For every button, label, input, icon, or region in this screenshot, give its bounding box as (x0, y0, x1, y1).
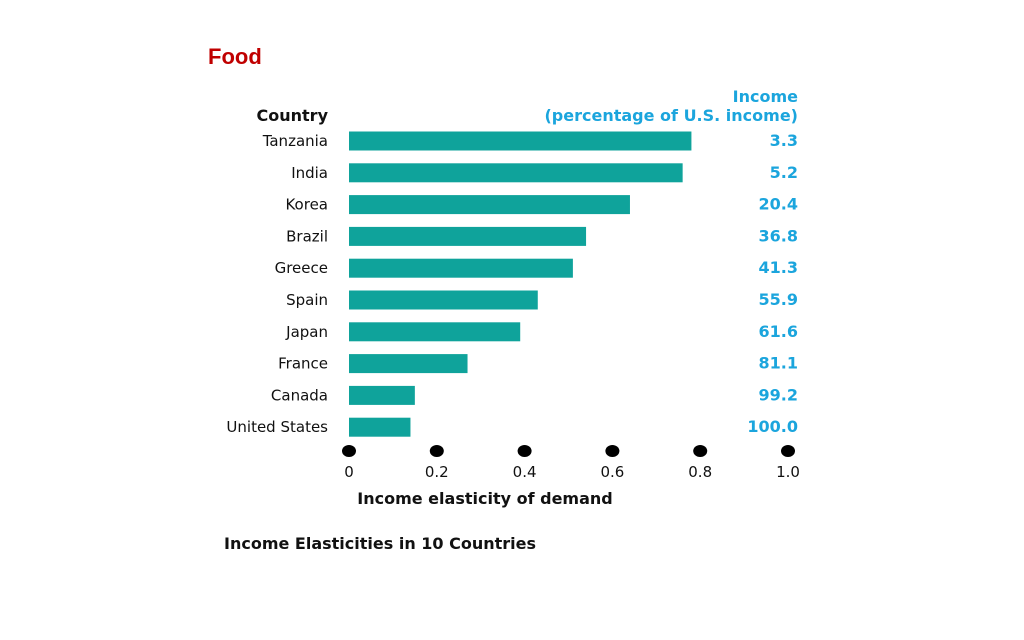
income-value: 100.0 (747, 417, 798, 436)
category-label: United States (226, 418, 328, 436)
bar (349, 163, 683, 183)
x-tick-marker (517, 445, 532, 457)
category-label: Brazil (286, 227, 328, 245)
country-column-header: Country (257, 106, 329, 125)
bar (349, 354, 468, 374)
income-value: 41.3 (759, 258, 798, 277)
x-tick-label: 0.6 (600, 463, 624, 481)
x-tick-marker (342, 445, 356, 457)
income-value: 20.4 (759, 195, 798, 214)
category-label: Korea (285, 196, 328, 214)
x-tick-label: 1.0 (776, 463, 800, 481)
bar (349, 131, 692, 151)
income-value: 81.1 (759, 354, 798, 373)
bar (349, 195, 630, 215)
category-label: India (291, 164, 328, 182)
x-tick-marker (605, 445, 620, 457)
income-value: 3.3 (770, 131, 798, 150)
category-label: Greece (275, 259, 328, 277)
category-label: Japan (285, 323, 328, 341)
category-label: Spain (286, 291, 328, 309)
slide-title: Food (208, 44, 262, 69)
income-value: 99.2 (759, 385, 798, 404)
bar (349, 290, 538, 310)
x-tick-label: 0 (344, 463, 354, 481)
x-axis-label: Income elasticity of demand (357, 489, 612, 508)
bar (349, 322, 521, 342)
x-tick-label: 0.4 (513, 463, 537, 481)
x-tick-label: 0.2 (425, 463, 449, 481)
income-header-line1: Income (733, 87, 798, 106)
bar (349, 258, 573, 278)
income-value: 55.9 (759, 290, 798, 309)
chart-caption: Income Elasticities in 10 Countries (224, 534, 537, 553)
bar (349, 385, 415, 405)
bar (349, 226, 587, 246)
category-label: Canada (271, 386, 328, 404)
x-tick-marker (429, 445, 444, 457)
x-tick-marker (693, 445, 708, 457)
category-label: France (278, 355, 328, 373)
x-tick-label: 0.8 (688, 463, 712, 481)
income-value: 36.8 (759, 226, 798, 245)
bar (349, 417, 411, 437)
x-tick-marker (781, 445, 795, 457)
income-value: 61.6 (759, 322, 798, 341)
income-value: 5.2 (770, 163, 798, 182)
income-header-line2: (percentage of U.S. income) (544, 106, 798, 125)
category-label: Tanzania (262, 132, 328, 150)
